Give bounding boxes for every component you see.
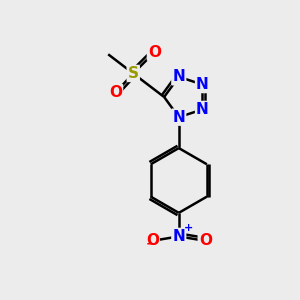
Text: O: O	[146, 233, 159, 248]
Text: N: N	[172, 229, 185, 244]
Text: N: N	[196, 77, 209, 92]
Text: O: O	[148, 45, 161, 60]
Text: N: N	[196, 102, 209, 117]
Text: O: O	[109, 85, 122, 100]
Text: −: −	[146, 237, 156, 250]
Text: +: +	[184, 223, 193, 232]
Text: N: N	[172, 69, 185, 84]
Text: S: S	[128, 66, 139, 81]
Text: O: O	[199, 233, 212, 248]
Text: N: N	[172, 110, 185, 125]
